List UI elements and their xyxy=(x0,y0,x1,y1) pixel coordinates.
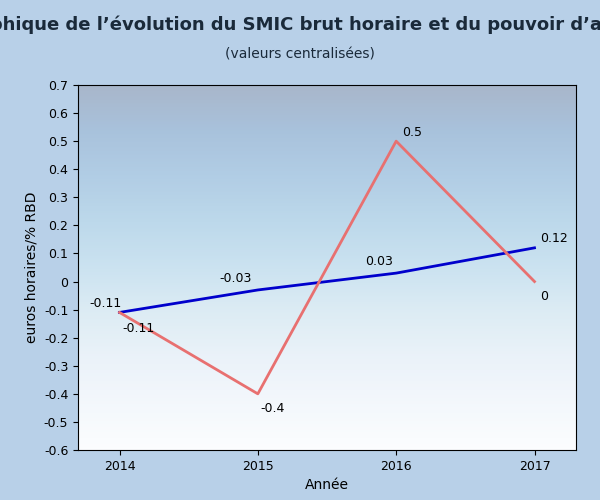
Text: Graphique de l’évolution du SMIC brut horaire et du pouvoir d’achat: Graphique de l’évolution du SMIC brut ho… xyxy=(0,15,600,34)
Text: 0.5: 0.5 xyxy=(402,126,422,138)
Text: 0.03: 0.03 xyxy=(365,255,394,268)
Text: 0: 0 xyxy=(540,290,548,302)
Text: (valeurs centralisées): (valeurs centralisées) xyxy=(225,48,375,62)
Text: -0.4: -0.4 xyxy=(260,402,285,415)
X-axis label: Année: Année xyxy=(305,478,349,492)
Text: -0.11: -0.11 xyxy=(122,322,155,335)
Text: -0.03: -0.03 xyxy=(219,272,251,284)
Y-axis label: euros horaires/% RBD: euros horaires/% RBD xyxy=(24,192,38,343)
Text: 0.12: 0.12 xyxy=(540,232,568,245)
Text: -0.11: -0.11 xyxy=(89,297,121,310)
